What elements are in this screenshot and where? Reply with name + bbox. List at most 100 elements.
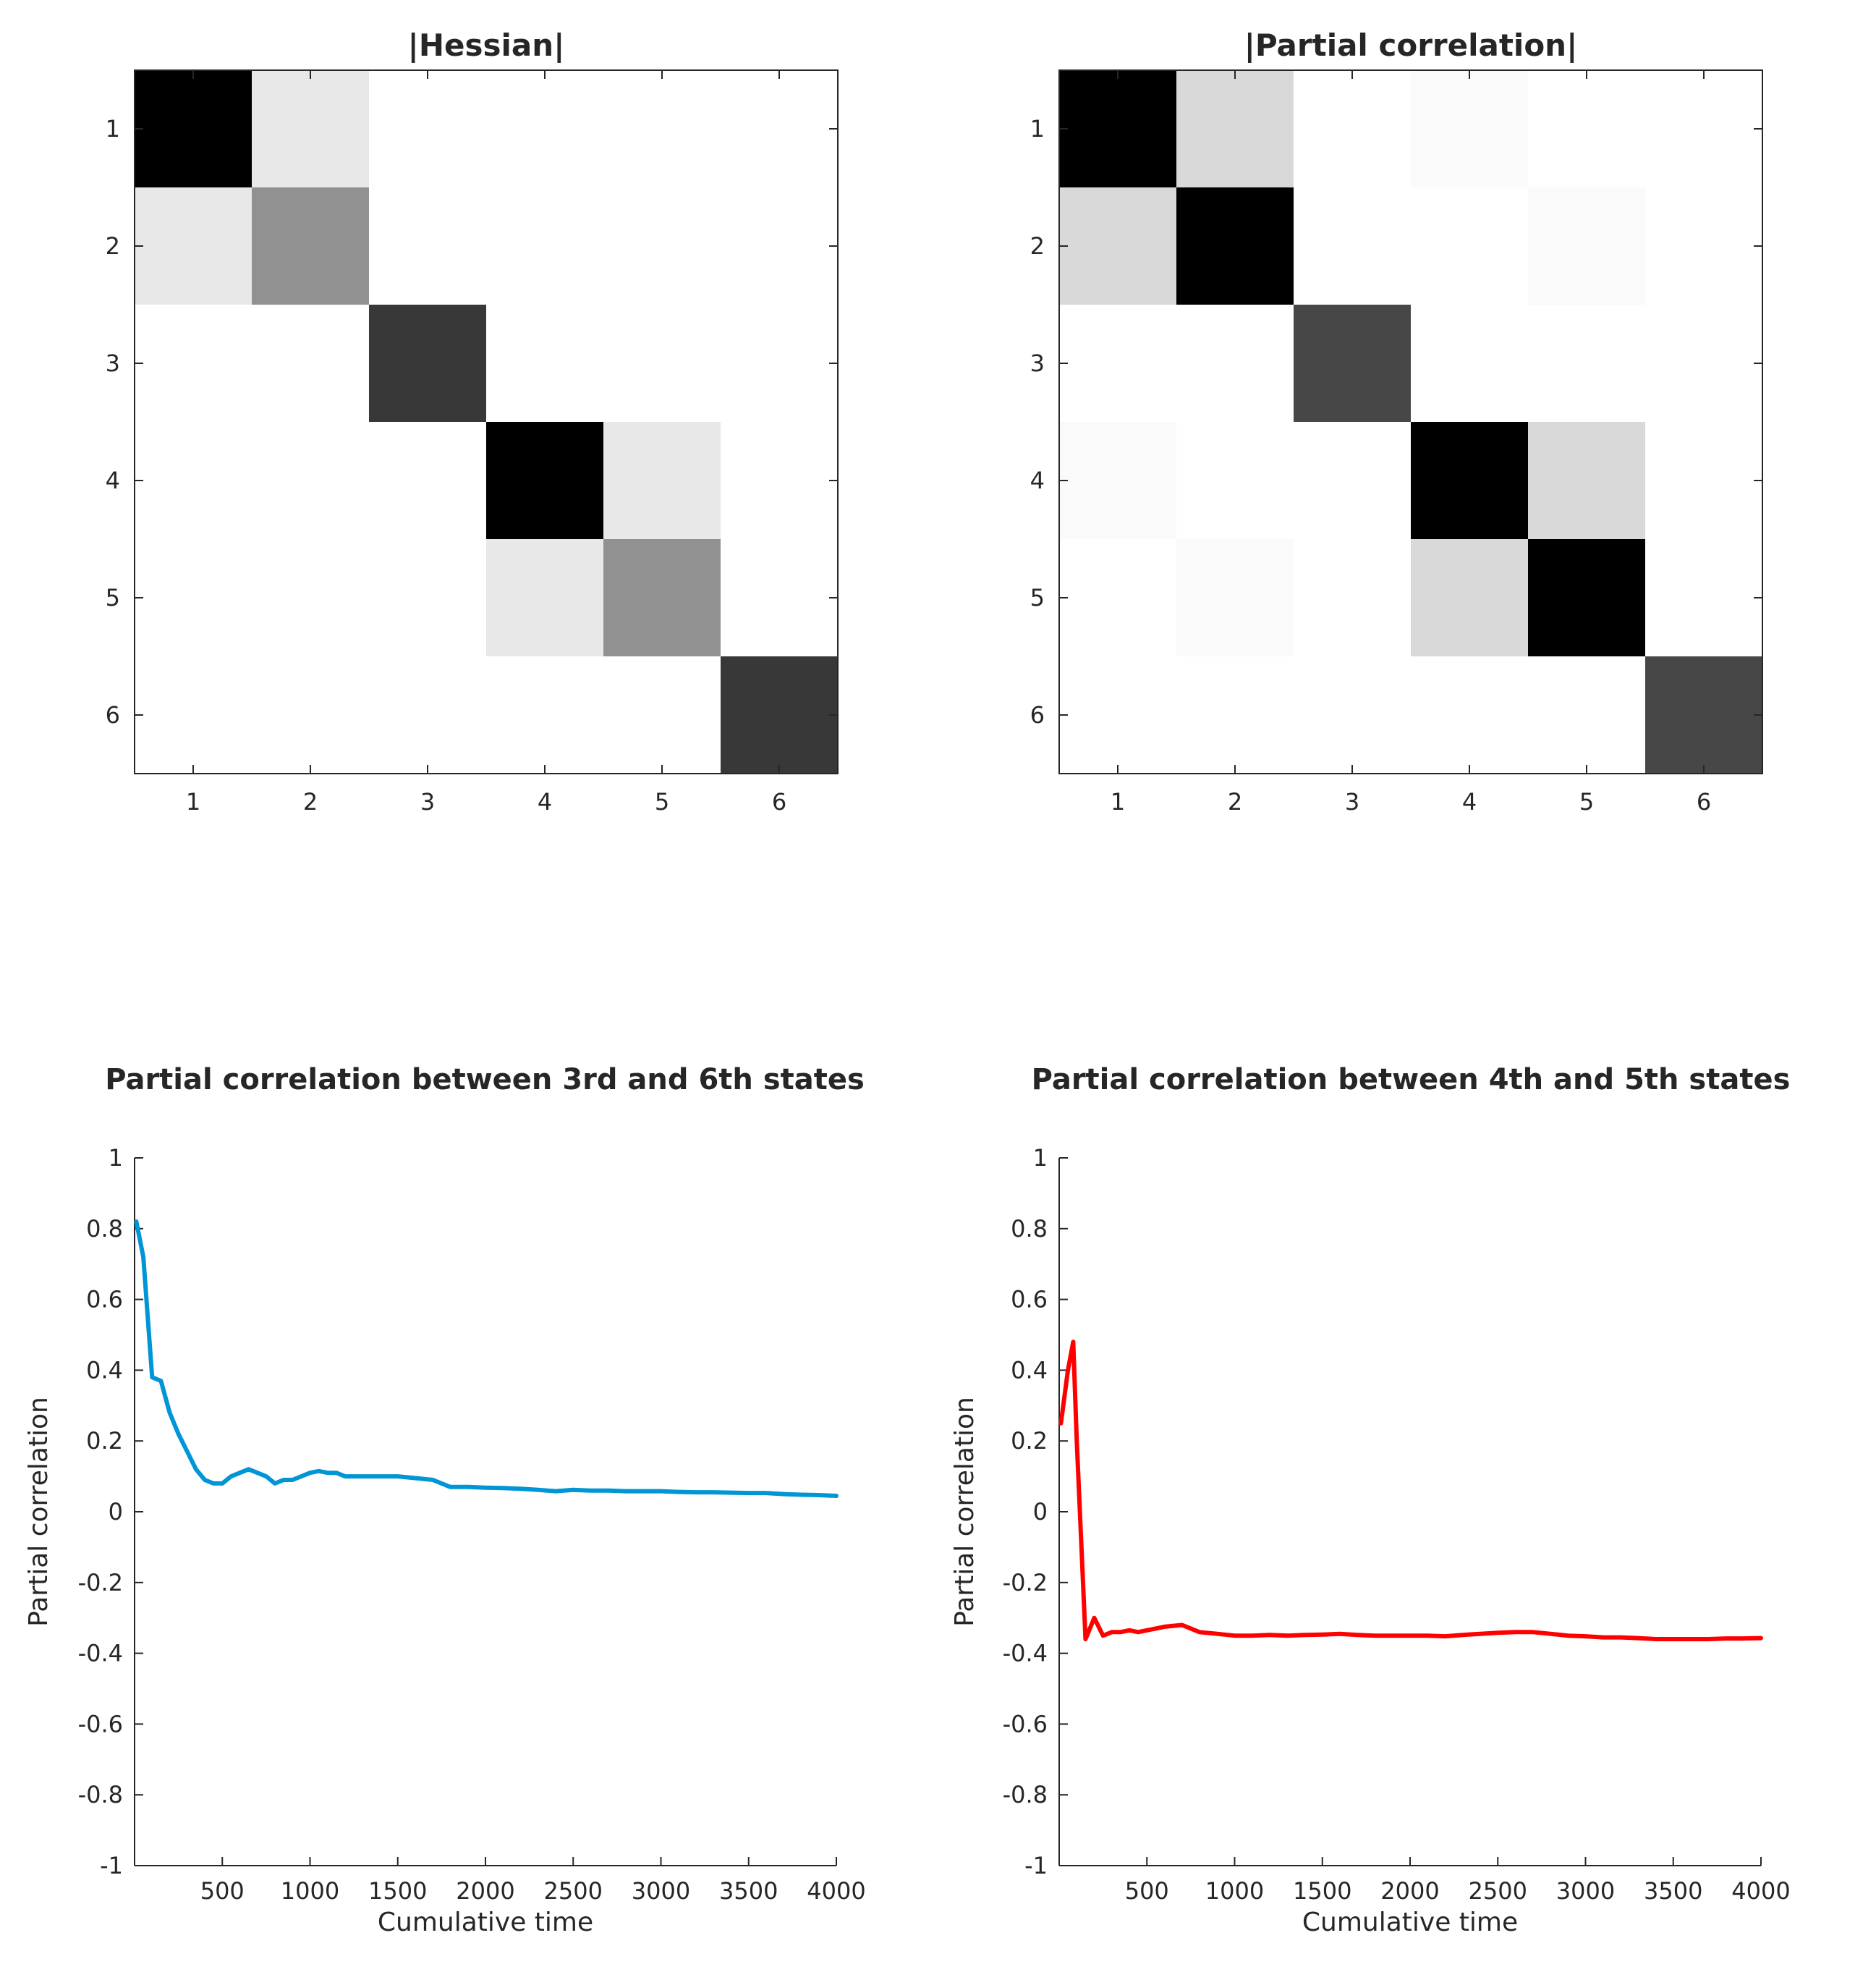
hessian-cell-6-1 (135, 656, 252, 774)
hessian-cell-6-3 (369, 656, 487, 774)
hessian-cell-3-5 (603, 305, 721, 423)
hessian-cell-4-3 (369, 422, 487, 540)
hessian-cell-6-4 (486, 656, 604, 774)
hessian-cell-2-2 (252, 187, 370, 305)
partial-correlation-cell-5-4 (1411, 539, 1529, 657)
hessian-cell-2-1 (135, 187, 252, 305)
line-chart-3rd-6th-ytick-label: -1 (100, 1852, 123, 1879)
partial-correlation-cell-1-1 (1059, 70, 1177, 188)
partial-correlation-cell-1-5 (1528, 70, 1646, 188)
line-chart-3rd-6th-xtick-label: 2000 (456, 1877, 514, 1905)
hessian-cell-2-6 (721, 187, 839, 305)
line-chart-3rd-6th-ytick-label: -0.4 (78, 1640, 123, 1667)
partial-correlation-xtick-label: 4 (1462, 788, 1477, 816)
line-chart-3rd-6th-title: Partial correlation between 3rd and 6th … (105, 1063, 865, 1096)
line-chart-4th-5th-ytick-label: -0.6 (1003, 1710, 1048, 1738)
line-chart-4th-5th-xtick-label: 500 (1125, 1877, 1169, 1905)
partial-correlation-cell-3-2 (1176, 305, 1294, 423)
line-chart-4th-5th-ytick-label: -0.8 (1003, 1781, 1048, 1808)
hessian-xtick-label: 3 (420, 788, 435, 816)
hessian-cell-1-1 (135, 70, 252, 188)
line-chart-4th-5th-ytick-label: 0.4 (1011, 1356, 1048, 1384)
partial-correlation-cell-4-4 (1411, 422, 1529, 540)
line-chart-3rd-6th-ytick-label: -0.6 (78, 1710, 123, 1738)
partial-correlation-cell-1-2 (1176, 70, 1294, 188)
partial-correlation-cell-3-4 (1411, 305, 1529, 423)
line-chart-4th-5th-ytick-label: 0 (1033, 1498, 1048, 1525)
partial-correlation-cell-3-3 (1294, 305, 1412, 423)
line-chart-4th-5th-ytick-label: 0.6 (1011, 1286, 1048, 1313)
partial-correlation-ytick-label: 4 (1030, 467, 1045, 494)
line-chart-4th-5th-xtick-label: 1500 (1293, 1877, 1351, 1905)
hessian-xtick-label: 4 (538, 788, 552, 816)
hessian-heatmap-panel: |Hessian| 1 1 2 2 3 3 4 4 5 5 6 6 (106, 27, 839, 816)
partial-correlation-cell-6-1 (1059, 656, 1177, 774)
hessian-cell-5-3 (369, 539, 487, 657)
hessian-cell-1-3 (369, 70, 487, 188)
line-chart-3rd-6th-xtick-label: 500 (200, 1877, 245, 1905)
hessian-cell-6-5 (603, 656, 721, 774)
partial-correlation-xtick-label: 6 (1697, 788, 1711, 816)
partial-correlation-heatmap-panel: |Partial correlation| 1 1 2 2 3 3 4 4 5 5 6 6 (1030, 27, 1763, 816)
line-chart-4th-5th-xlabel: Cumulative time (1302, 1908, 1518, 1937)
hessian-ytick-label: 6 (106, 701, 120, 729)
hessian-cell-1-2 (252, 70, 370, 188)
line-chart-3rd-6th-ytick-label: 0 (109, 1498, 123, 1525)
line-chart-3rd-6th-ytick-label: -0.2 (78, 1569, 123, 1596)
line-chart-3rd-6th-ytick-label: -0.8 (78, 1781, 123, 1808)
partial-correlation-cell-5-6 (1645, 539, 1763, 657)
line-chart-3rd-6th-xtick-label: 3000 (632, 1877, 690, 1905)
partial-correlation-xtick-label: 3 (1345, 788, 1359, 816)
partial-correlation-cell-6-3 (1294, 656, 1412, 774)
partial-correlation-cell-6-6 (1645, 656, 1763, 774)
line-chart-3rd-6th-ytick-label: 1 (109, 1144, 123, 1172)
hessian-ytick-label: 2 (106, 232, 120, 260)
partial-correlation-cell-2-2 (1176, 187, 1294, 305)
partial-correlation-cell-5-1 (1059, 539, 1177, 657)
partial-correlation-cell-5-2 (1176, 539, 1294, 657)
hessian-cell-4-5 (603, 422, 721, 540)
partial-correlation-ytick-label: 2 (1030, 232, 1045, 260)
line-chart-3rd-6th-xtick-label: 2500 (544, 1877, 603, 1905)
line-chart-3rd-6th-ytick-label: 0.6 (86, 1286, 123, 1313)
line-chart-4th-5th-ytick-label: 1 (1033, 1144, 1048, 1172)
hessian-xtick-label: 2 (303, 788, 318, 816)
partial-correlation-cell-4-1 (1059, 422, 1177, 540)
partial-correlation-cell-4-2 (1176, 422, 1294, 540)
line-chart-4th-5th-ytick-label: -1 (1024, 1852, 1048, 1879)
partial-correlation-ytick-label: 3 (1030, 350, 1045, 377)
partial-correlation-cell-2-6 (1645, 187, 1763, 305)
line-chart-3rd-6th-ylabel: Partial correlation (24, 1397, 54, 1627)
hessian-ytick-label: 3 (106, 350, 120, 377)
partial-correlation-ytick-label: 1 (1030, 115, 1045, 143)
line-chart-4th-5th-ytick-label: -0.2 (1003, 1569, 1048, 1596)
line-chart-3rd-6th-xtick-label: 1500 (368, 1877, 427, 1905)
hessian-cell-6-2 (252, 656, 370, 774)
hessian-cell-5-4 (486, 539, 604, 657)
hessian-ytick-label: 1 (106, 115, 120, 143)
partial-correlation-cell-2-3 (1294, 187, 1412, 305)
hessian-xtick-label: 6 (772, 788, 786, 816)
partial-correlation-cell-4-5 (1528, 422, 1646, 540)
hessian-cell-3-6 (721, 305, 839, 423)
line-chart-4th-5th-xtick-label: 3000 (1556, 1877, 1615, 1905)
partial-correlation-cell-2-5 (1528, 187, 1646, 305)
partial-correlation-cell-2-4 (1411, 187, 1529, 305)
line-chart-4th-5th-xtick-label: 1000 (1205, 1877, 1264, 1905)
partial-correlation-cell-5-5 (1528, 539, 1646, 657)
line-chart-4th-5th-series-line (1058, 1340, 1763, 1641)
hessian-cell-4-1 (135, 422, 252, 540)
line-chart-4th-5th-ytick-label: 0.2 (1011, 1427, 1048, 1455)
partial-correlation-cell-6-2 (1176, 656, 1294, 774)
partial-correlation-title: |Partial correlation| (1244, 27, 1578, 63)
partial-correlation-ytick-label: 5 (1030, 584, 1045, 612)
line-chart-4th-5th-ytick-label: 0.8 (1011, 1215, 1048, 1243)
partial-correlation-frame (1058, 69, 1763, 774)
partial-correlation-cell-3-6 (1645, 305, 1763, 423)
hessian-cell-3-1 (135, 305, 252, 423)
line-chart-3rd-6th-ytick-label: 0.4 (86, 1356, 123, 1384)
line-chart-4th-5th-xtick-label: 4000 (1731, 1877, 1790, 1905)
line-chart-3rd-6th-series-line (134, 1219, 839, 1498)
line-chart-3rd-6th-xtick-label: 3500 (719, 1877, 778, 1905)
hessian-cell-3-3 (369, 305, 487, 423)
